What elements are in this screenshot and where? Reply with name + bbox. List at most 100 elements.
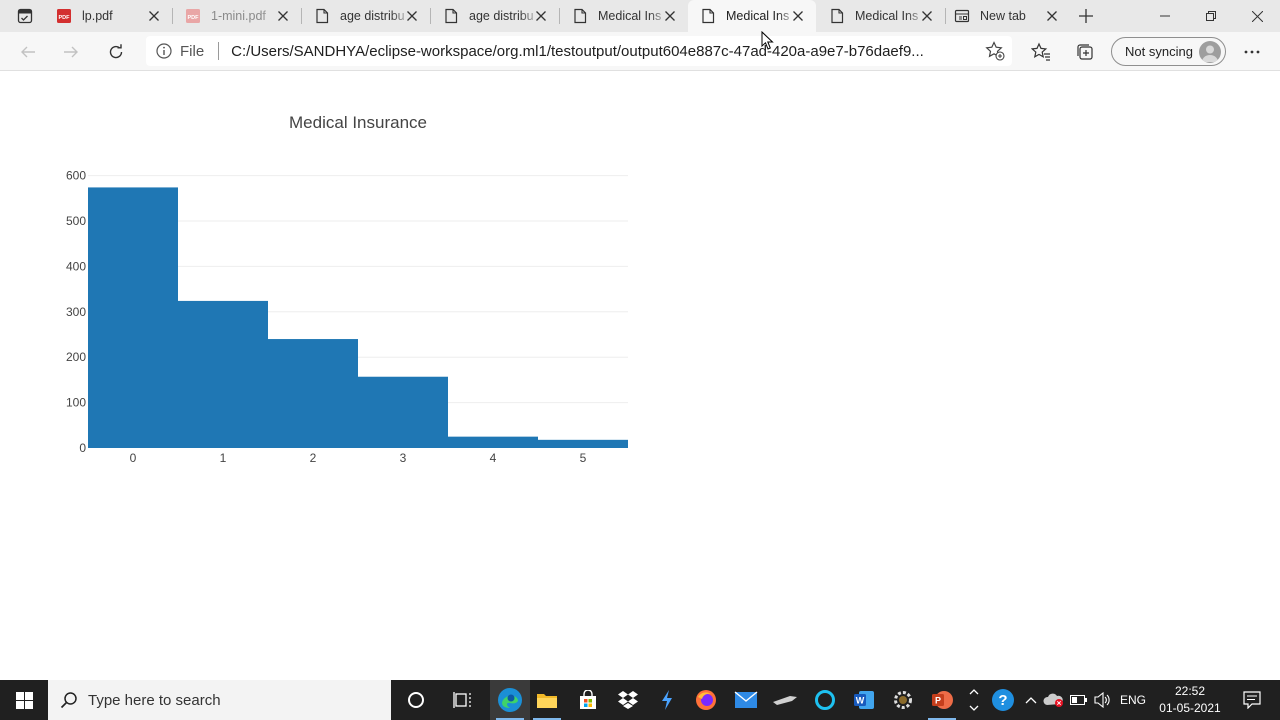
- plus-icon: [1079, 9, 1093, 23]
- page-content: Medical Insurance 0 100 200 300 400 500 600 0 1…: [0, 72, 1280, 680]
- browser-tab[interactable]: Medical Ins: [560, 0, 688, 32]
- chart-bar[interactable]: [358, 376, 448, 448]
- gear-icon: [894, 691, 912, 709]
- language-indicator[interactable]: ENG: [1119, 693, 1146, 707]
- task-view-icon: [453, 692, 471, 708]
- page-icon: [829, 8, 845, 24]
- start-button[interactable]: [0, 680, 48, 720]
- site-info-button[interactable]: File: [156, 36, 204, 66]
- tab-close-button[interactable]: [1044, 8, 1060, 24]
- browser-tab[interactable]: New tab: [942, 0, 1070, 32]
- taskbar-app-wing[interactable]: [765, 680, 805, 720]
- show-hidden-icons-button[interactable]: [1022, 680, 1040, 720]
- volume-tray-button[interactable]: [1092, 680, 1114, 720]
- chart-bar[interactable]: [268, 339, 358, 448]
- close-icon: [407, 11, 417, 21]
- chart-bar[interactable]: [538, 439, 628, 448]
- add-favorite-button[interactable]: [984, 40, 1006, 62]
- browser-tab[interactable]: PDF 1-mini.pdf: [173, 0, 301, 32]
- taskbar-app-bolt[interactable]: [647, 680, 687, 720]
- taskbar-app-ring[interactable]: [805, 680, 845, 720]
- notification-icon: [1243, 691, 1261, 709]
- taskbar-settings-gear[interactable]: [883, 680, 923, 720]
- profile-button[interactable]: Not syncing: [1111, 37, 1226, 66]
- y-tick-label: 100: [66, 396, 86, 410]
- collections-button[interactable]: [1071, 38, 1099, 66]
- taskbar-edge[interactable]: [490, 680, 530, 720]
- chevron-up-icon: [1025, 697, 1037, 704]
- tab-close-button[interactable]: [790, 8, 806, 24]
- tab-close-button[interactable]: [404, 8, 420, 24]
- browser-tab[interactable]: age distribu: [302, 0, 430, 32]
- tab-separator: [945, 8, 946, 24]
- word-icon: W: [854, 691, 874, 709]
- action-center-button[interactable]: [1232, 680, 1272, 720]
- y-tick-label: 300: [66, 305, 86, 319]
- taskbar-file-explorer[interactable]: [527, 680, 567, 720]
- chart-bar[interactable]: [448, 436, 538, 448]
- tab-actions-button[interactable]: [8, 4, 42, 28]
- tab-title: Medical Ins: [855, 9, 919, 23]
- taskbar-firefox[interactable]: [686, 680, 726, 720]
- restore-button[interactable]: [1188, 0, 1234, 32]
- forward-button[interactable]: [57, 38, 85, 66]
- tab-close-button[interactable]: [662, 8, 678, 24]
- settings-more-button[interactable]: [1238, 38, 1266, 66]
- url-text[interactable]: C:/Users/SANDHYA/eclipse-workspace/org.m…: [231, 42, 924, 60]
- clock[interactable]: 22:52 01-05-2021: [1150, 683, 1230, 717]
- taskbar-powerpoint[interactable]: P: [922, 680, 962, 720]
- taskbar-dropbox[interactable]: [608, 680, 648, 720]
- close-icon: [665, 11, 675, 21]
- help-tray-button[interactable]: ?: [986, 680, 1020, 720]
- y-tick-label: 500: [66, 214, 86, 228]
- restore-icon: [1206, 11, 1216, 21]
- task-view-button[interactable]: [443, 680, 483, 720]
- address-bar[interactable]: File C:/Users/SANDHYA/eclipse-workspace/…: [146, 36, 1012, 66]
- bar-chart: Medical Insurance 0 100 200 300 400 500 600 0 1…: [66, 113, 628, 465]
- close-window-button[interactable]: [1234, 0, 1280, 32]
- svg-text:?: ?: [998, 692, 1007, 709]
- x-tick-label: 0: [130, 451, 137, 465]
- cortana-button[interactable]: [396, 680, 436, 720]
- back-button[interactable]: [14, 38, 42, 66]
- tab-close-button[interactable]: [533, 8, 549, 24]
- battery-tray-button[interactable]: [1068, 680, 1090, 720]
- minimize-button[interactable]: [1142, 0, 1188, 32]
- taskbar-search-box[interactable]: Type here to search: [48, 680, 391, 720]
- tab-close-button[interactable]: [275, 8, 291, 24]
- page-icon: [700, 8, 716, 24]
- mail-icon: [734, 691, 758, 708]
- taskbar-word[interactable]: W: [844, 680, 884, 720]
- cortana-icon: [408, 692, 424, 708]
- tab-title: Medical Ins: [726, 9, 790, 23]
- tab-separator: [559, 8, 560, 24]
- chart-bar[interactable]: [88, 187, 178, 448]
- refresh-icon: [109, 44, 123, 59]
- profile-label: Not syncing: [1125, 44, 1193, 59]
- x-tick-label: 1: [220, 451, 227, 465]
- browser-tab[interactable]: PDF lp.pdf: [44, 0, 172, 32]
- close-icon: [793, 11, 803, 21]
- browser-tab[interactable]: Medical Ins: [817, 0, 945, 32]
- search-icon: [60, 691, 78, 709]
- tab-title: age distribu: [469, 9, 534, 23]
- taskbar-scroll-buttons[interactable]: [964, 680, 984, 720]
- favorites-button[interactable]: [1027, 38, 1055, 66]
- browser-tab[interactable]: age distribu: [431, 0, 559, 32]
- new-tab-button[interactable]: [1074, 4, 1098, 28]
- speaker-icon: [1094, 692, 1110, 708]
- close-icon: [278, 11, 288, 21]
- browser-tab[interactable]: Medical Ins: [688, 0, 816, 32]
- taskbar-mail[interactable]: [726, 680, 766, 720]
- tab-title: lp.pdf: [82, 9, 113, 23]
- onedrive-tray-button[interactable]: [1042, 680, 1066, 720]
- tab-close-button[interactable]: [146, 8, 162, 24]
- y-tick-label: 400: [66, 259, 86, 273]
- avatar: [1199, 41, 1221, 63]
- taskbar-store[interactable]: [568, 680, 608, 720]
- close-icon: [922, 11, 932, 21]
- tab-close-button[interactable]: [919, 8, 935, 24]
- x-tick-label: 2: [310, 451, 317, 465]
- chart-bar[interactable]: [178, 300, 268, 448]
- refresh-button[interactable]: [102, 38, 130, 66]
